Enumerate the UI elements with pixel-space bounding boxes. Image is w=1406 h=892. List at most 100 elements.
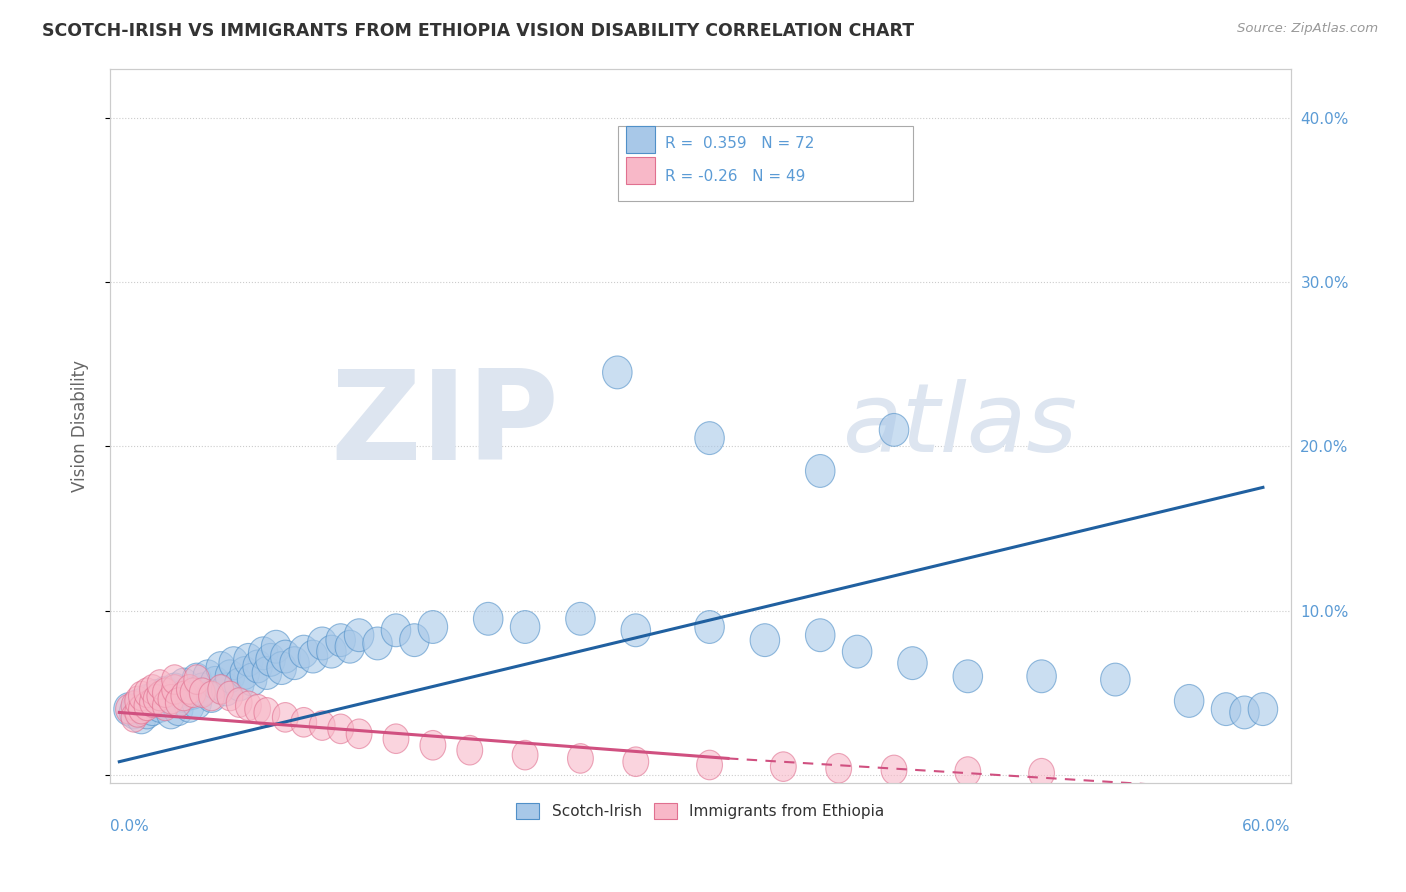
Ellipse shape: [132, 684, 162, 717]
Ellipse shape: [897, 647, 927, 680]
Ellipse shape: [121, 703, 148, 732]
Ellipse shape: [180, 678, 207, 707]
Ellipse shape: [273, 703, 298, 732]
Ellipse shape: [120, 696, 149, 729]
Ellipse shape: [695, 611, 724, 643]
Ellipse shape: [882, 756, 907, 785]
Ellipse shape: [215, 660, 245, 693]
Ellipse shape: [344, 619, 374, 652]
Ellipse shape: [132, 696, 162, 729]
Ellipse shape: [565, 602, 595, 635]
Ellipse shape: [298, 640, 328, 673]
Ellipse shape: [166, 688, 191, 717]
Ellipse shape: [457, 735, 482, 765]
Ellipse shape: [770, 752, 796, 781]
Text: SCOTCH-IRISH VS IMMIGRANTS FROM ETHIOPIA VISION DISABILITY CORRELATION CHART: SCOTCH-IRISH VS IMMIGRANTS FROM ETHIOPIA…: [42, 22, 914, 40]
FancyBboxPatch shape: [626, 126, 655, 153]
Ellipse shape: [169, 668, 198, 701]
Ellipse shape: [187, 673, 217, 706]
Ellipse shape: [114, 693, 143, 725]
Ellipse shape: [160, 684, 190, 717]
Ellipse shape: [156, 696, 186, 729]
Ellipse shape: [142, 680, 172, 713]
Ellipse shape: [169, 680, 198, 713]
Text: Source: ZipAtlas.com: Source: ZipAtlas.com: [1237, 22, 1378, 36]
Ellipse shape: [512, 740, 538, 770]
Ellipse shape: [346, 719, 373, 748]
Ellipse shape: [174, 690, 204, 723]
Ellipse shape: [328, 714, 353, 744]
Ellipse shape: [252, 657, 281, 690]
Ellipse shape: [139, 688, 166, 717]
FancyBboxPatch shape: [617, 126, 912, 201]
Ellipse shape: [172, 681, 197, 711]
Ellipse shape: [267, 652, 297, 684]
Ellipse shape: [190, 678, 215, 707]
Ellipse shape: [235, 691, 262, 721]
Ellipse shape: [825, 754, 852, 783]
Ellipse shape: [1230, 696, 1260, 729]
Ellipse shape: [254, 698, 280, 727]
Ellipse shape: [162, 665, 187, 694]
Ellipse shape: [879, 414, 908, 446]
Ellipse shape: [217, 681, 243, 711]
Ellipse shape: [270, 640, 299, 673]
Ellipse shape: [751, 624, 780, 657]
Ellipse shape: [181, 663, 211, 696]
Ellipse shape: [127, 701, 156, 734]
Ellipse shape: [842, 635, 872, 668]
Ellipse shape: [201, 666, 231, 699]
Ellipse shape: [621, 614, 651, 647]
Ellipse shape: [134, 678, 160, 707]
Ellipse shape: [226, 688, 252, 717]
Ellipse shape: [193, 660, 222, 693]
Ellipse shape: [150, 676, 180, 709]
Ellipse shape: [568, 744, 593, 773]
Ellipse shape: [420, 731, 446, 760]
Text: 60.0%: 60.0%: [1241, 819, 1291, 834]
Ellipse shape: [249, 637, 278, 670]
Text: R = -0.26   N = 49: R = -0.26 N = 49: [665, 169, 806, 184]
Ellipse shape: [363, 627, 392, 660]
Ellipse shape: [603, 356, 633, 389]
Ellipse shape: [152, 691, 179, 721]
Ellipse shape: [211, 673, 240, 706]
Ellipse shape: [225, 668, 254, 701]
Ellipse shape: [695, 422, 724, 455]
Ellipse shape: [138, 693, 167, 725]
Ellipse shape: [953, 660, 983, 693]
FancyBboxPatch shape: [626, 157, 655, 185]
Ellipse shape: [148, 670, 173, 699]
Ellipse shape: [184, 665, 209, 694]
Ellipse shape: [207, 652, 235, 684]
Ellipse shape: [316, 635, 346, 668]
Ellipse shape: [150, 686, 180, 719]
Ellipse shape: [256, 643, 285, 676]
Ellipse shape: [122, 690, 152, 723]
Ellipse shape: [148, 681, 173, 711]
Ellipse shape: [128, 694, 155, 724]
Ellipse shape: [145, 690, 174, 723]
Ellipse shape: [179, 676, 208, 709]
Ellipse shape: [1212, 693, 1240, 725]
Ellipse shape: [125, 686, 150, 715]
Ellipse shape: [326, 624, 356, 657]
Text: ZIP: ZIP: [330, 366, 558, 486]
Ellipse shape: [157, 684, 184, 714]
Ellipse shape: [233, 643, 263, 676]
Ellipse shape: [381, 614, 411, 647]
Ellipse shape: [280, 647, 309, 680]
Ellipse shape: [308, 627, 337, 660]
Ellipse shape: [474, 602, 503, 635]
Ellipse shape: [128, 681, 155, 711]
Text: R =  0.359   N = 72: R = 0.359 N = 72: [665, 136, 814, 152]
Ellipse shape: [134, 691, 160, 721]
Ellipse shape: [219, 647, 249, 680]
Ellipse shape: [121, 691, 148, 721]
Ellipse shape: [262, 631, 291, 663]
Ellipse shape: [231, 657, 260, 690]
Ellipse shape: [309, 711, 335, 740]
Ellipse shape: [143, 684, 169, 714]
Ellipse shape: [290, 635, 319, 668]
Ellipse shape: [115, 694, 142, 724]
